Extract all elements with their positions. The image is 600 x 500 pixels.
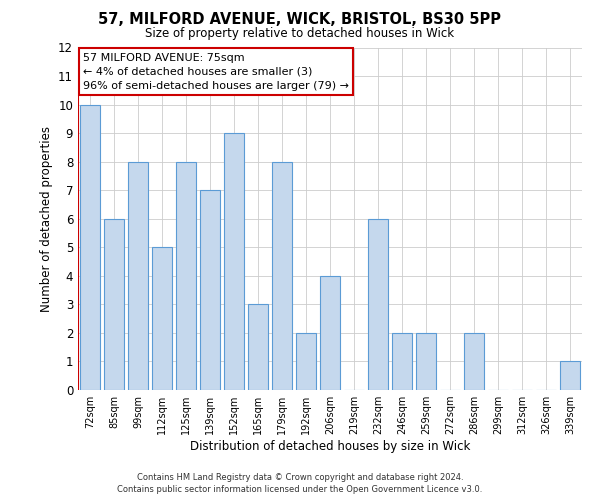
Bar xyxy=(272,162,292,390)
Text: 57 MILFORD AVENUE: 75sqm
← 4% of detached houses are smaller (3)
96% of semi-det: 57 MILFORD AVENUE: 75sqm ← 4% of detache… xyxy=(83,52,349,90)
Bar xyxy=(560,362,580,390)
Bar xyxy=(152,248,172,390)
Bar xyxy=(368,219,388,390)
Bar xyxy=(176,162,196,390)
Bar xyxy=(464,333,484,390)
X-axis label: Distribution of detached houses by size in Wick: Distribution of detached houses by size … xyxy=(190,440,470,453)
Bar xyxy=(320,276,340,390)
Text: 57, MILFORD AVENUE, WICK, BRISTOL, BS30 5PP: 57, MILFORD AVENUE, WICK, BRISTOL, BS30 … xyxy=(98,12,502,28)
Bar xyxy=(416,333,436,390)
Text: Size of property relative to detached houses in Wick: Size of property relative to detached ho… xyxy=(145,28,455,40)
Bar xyxy=(224,133,244,390)
Bar xyxy=(248,304,268,390)
Bar xyxy=(200,190,220,390)
Bar xyxy=(392,333,412,390)
Text: Contains HM Land Registry data © Crown copyright and database right 2024.
Contai: Contains HM Land Registry data © Crown c… xyxy=(118,472,482,494)
Bar xyxy=(296,333,316,390)
Bar xyxy=(80,104,100,390)
Bar xyxy=(128,162,148,390)
Y-axis label: Number of detached properties: Number of detached properties xyxy=(40,126,53,312)
Bar xyxy=(104,219,124,390)
